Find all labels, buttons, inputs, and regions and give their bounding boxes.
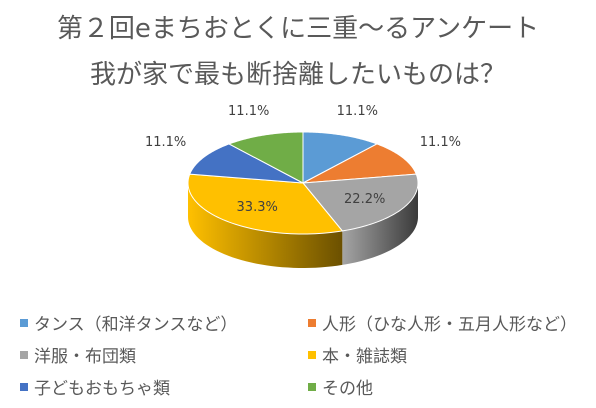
legend-label: タンス（和洋タンスなど）: [34, 315, 238, 335]
pie-sides: [188, 183, 418, 268]
slice-2-side: [342, 183, 418, 265]
slice-2-top: [302, 173, 419, 232]
legend-item-1: 人形（ひな人形・五月人形など）: [308, 310, 577, 335]
legend-label: 本・雑誌類: [322, 347, 407, 367]
pie-labels: 11.1% 11.1% 22.2% 33.3% 11.1% 11.1%: [145, 104, 461, 215]
legend-swatch: [308, 350, 316, 359]
slice-3-side: [188, 183, 343, 268]
legend-label: 人形（ひな人形・五月人形など）: [322, 315, 577, 335]
legend-swatch: [308, 318, 316, 327]
legend-swatch: [308, 382, 316, 391]
slice-5-label: 11.1%: [228, 104, 269, 119]
legend-label: 洋服・布団類: [34, 347, 136, 367]
slice-3-label: 33.3%: [237, 200, 278, 215]
legend-item-2: 洋服・布団類: [20, 342, 136, 367]
slice-4-label: 11.1%: [145, 135, 186, 150]
legend-swatch: [20, 382, 28, 391]
pie-tops: [187, 131, 419, 235]
slice-0-top: [302, 131, 379, 184]
chart-legend: タンス（和洋タンスなど） 人形（ひな人形・五月人形など） 洋服・布団類 本・雑誌類子ど…: [0, 306, 596, 406]
legend-item-5: その他: [308, 374, 373, 399]
legend-label: その他: [322, 379, 373, 399]
chart-title: 第２回eまちおとくに三重〜るアンケート: [56, 14, 540, 44]
legend-swatch: [20, 318, 28, 327]
legend-item-0: タンス（和洋タンスなど）: [20, 310, 237, 335]
slice-2-label: 22.2%: [344, 192, 385, 207]
slice-5-top: [227, 131, 304, 184]
legend-label: 子どもおもちゃ類: [34, 379, 170, 399]
legend-swatch: [20, 350, 28, 359]
legend-item-3: 本・雑誌類: [308, 342, 407, 367]
slice-0-label: 11.1%: [337, 104, 378, 119]
slice-1-label: 11.1%: [420, 135, 461, 150]
slice-4-top: [189, 143, 304, 184]
legend-item-4: 子どもおもちゃ類: [20, 374, 170, 399]
slice-1-top: [302, 143, 417, 184]
slice-3-top: [187, 173, 344, 235]
chart-subtitle: 我が家で最も断捨離したいものは？: [89, 60, 506, 90]
